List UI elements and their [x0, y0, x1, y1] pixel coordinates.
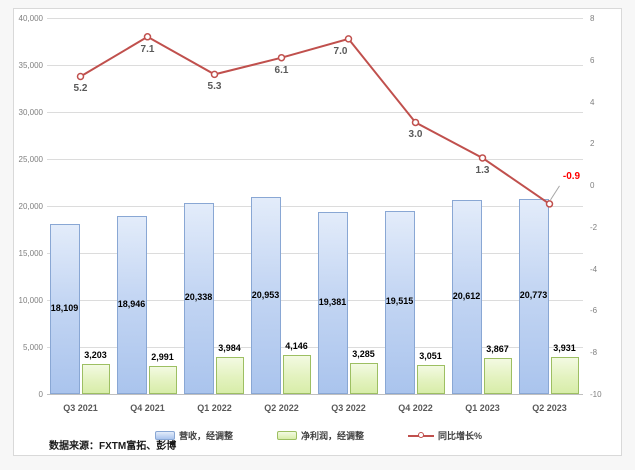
y-axis-left-label: 30,000	[18, 108, 43, 117]
y-axis-right-label: 6	[590, 55, 595, 65]
net-profit-bar	[349, 363, 378, 394]
revenue-bar	[116, 215, 147, 394]
gridline	[47, 300, 583, 301]
gridline	[47, 65, 583, 66]
yoy-growth-marker-icon	[411, 118, 420, 127]
yoy-growth-marker-icon	[277, 53, 286, 62]
x-axis-label: Q4 2022	[398, 403, 433, 413]
legend-label-net-profit: 净利润，经调整	[300, 431, 364, 441]
legend-label-revenue: 营收，经调整	[178, 431, 233, 441]
revenue-value-label: 19,381	[318, 296, 347, 307]
y-axis-right-label: 8	[590, 14, 595, 23]
gridline	[47, 18, 583, 19]
legend-item-net-profit: 净利润，经调整	[276, 429, 364, 442]
y-axis-left-label: 25,000	[18, 155, 43, 164]
gridline	[47, 253, 583, 254]
net-profit-value-label: 2,991	[151, 351, 174, 362]
legend-label-yoy-growth: 同比增长%	[438, 431, 483, 441]
x-axis-label: Q4 2021	[130, 403, 165, 413]
y-axis-left-label: 0	[38, 390, 43, 399]
revenue-bar	[451, 200, 482, 394]
revenue-bar	[518, 198, 549, 394]
x-axis-label: Q1 2022	[197, 403, 232, 413]
y-axis-right-label: -2	[590, 222, 598, 232]
net-profit-bar	[416, 365, 445, 394]
yoy-growth-line-swatch-icon	[408, 431, 434, 440]
chart-panel: 营收，经调整 净利润，经调整 同比增长% 数据来源：FXTM富拓、彭博 40,0…	[13, 8, 622, 456]
revenue-bar	[250, 197, 281, 394]
y-axis-left-label: 15,000	[18, 249, 43, 258]
y-axis-right-label: 0	[590, 181, 595, 191]
revenue-value-label: 20,773	[519, 290, 548, 301]
yoy-growth-marker-icon	[478, 154, 487, 162]
revenue-value-label: 20,338	[184, 292, 213, 303]
revenue-bar	[49, 223, 80, 394]
yoy-growth-value-label: 5.3	[207, 81, 222, 93]
y-axis-right-label: 4	[590, 97, 595, 107]
yoy-growth-marker-icon	[143, 33, 152, 41]
net-profit-value-label: 3,203	[84, 349, 107, 360]
label-leader-line	[550, 185, 560, 201]
y-axis-left-label: 40,000	[18, 14, 43, 23]
x-axis-label: Q1 2023	[465, 403, 500, 413]
yoy-growth-marker-icon	[76, 72, 85, 81]
net-profit-value-label: 3,285	[352, 349, 375, 360]
revenue-swatch-icon	[154, 431, 175, 440]
y-axis-right-label: -10	[590, 390, 602, 399]
x-axis-label: Q3 2021	[63, 403, 98, 413]
revenue-bar	[384, 210, 415, 394]
net-profit-bar	[81, 363, 110, 394]
yoy-growth-value-label: 7.0	[333, 45, 348, 57]
source-note: 数据来源：FXTM富拓、彭博	[49, 441, 177, 452]
y-axis-left-label: 20,000	[18, 202, 43, 211]
x-axis-label: Q2 2022	[264, 403, 299, 413]
net-profit-bar	[148, 365, 177, 394]
net-profit-value-label: 4,146	[285, 341, 308, 352]
legend-item-revenue: 营收，经调整	[154, 429, 233, 442]
y-axis-right-label: -8	[590, 348, 598, 358]
y-axis-right-label: -6	[590, 306, 598, 316]
gridline	[47, 112, 583, 113]
yoy-growth-value-label: 6.1	[274, 64, 289, 76]
net-profit-bar	[550, 357, 579, 394]
net-profit-bar	[215, 356, 244, 394]
yoy-growth-value-label: 1.3	[475, 164, 490, 176]
net-profit-value-label: 3,051	[419, 351, 442, 362]
legend: 营收，经调整 净利润，经调整 同比增长%	[14, 429, 623, 442]
net-profit-value-label: 3,931	[553, 343, 576, 354]
y-axis-left-label: 5,000	[22, 343, 43, 352]
gridline	[47, 206, 583, 207]
yoy-growth-value-label: 7.1	[140, 43, 155, 55]
revenue-value-label: 18,946	[117, 298, 146, 309]
net-profit-value-label: 3,867	[486, 343, 509, 354]
gridline	[47, 394, 583, 395]
net-profit-bar	[282, 355, 311, 394]
y-axis-right-label: 2	[590, 139, 595, 149]
yoy-growth-value-label: -0.9	[562, 170, 581, 182]
yoy-growth-line	[76, 33, 560, 208]
revenue-value-label: 19,515	[385, 296, 414, 307]
revenue-value-label: 20,612	[452, 291, 481, 302]
yoy-growth-value-label: 5.2	[73, 83, 88, 95]
net-profit-value-label: 3,984	[218, 342, 241, 353]
yoy-growth-value-label: 3.0	[408, 129, 423, 141]
gridline	[47, 159, 583, 160]
revenue-bar	[317, 211, 348, 394]
y-axis-left-label: 10,000	[18, 296, 43, 305]
revenue-value-label: 18,109	[50, 302, 79, 313]
yoy-growth-marker-icon	[344, 35, 353, 43]
revenue-value-label: 20,953	[251, 289, 280, 300]
legend-item-yoy-growth: 同比增长%	[408, 429, 482, 442]
x-axis-label: Q3 2022	[331, 403, 366, 413]
net-profit-bar	[483, 357, 512, 394]
yoy-growth-marker-icon	[545, 200, 554, 208]
gridline	[47, 347, 583, 348]
x-axis-label: Q2 2023	[532, 403, 567, 413]
net-profit-swatch-icon	[276, 431, 297, 440]
y-axis-left-label: 35,000	[18, 61, 43, 70]
yoy-growth-marker-icon	[210, 70, 219, 79]
revenue-bar	[183, 202, 214, 394]
y-axis-right-label: -4	[590, 264, 598, 274]
